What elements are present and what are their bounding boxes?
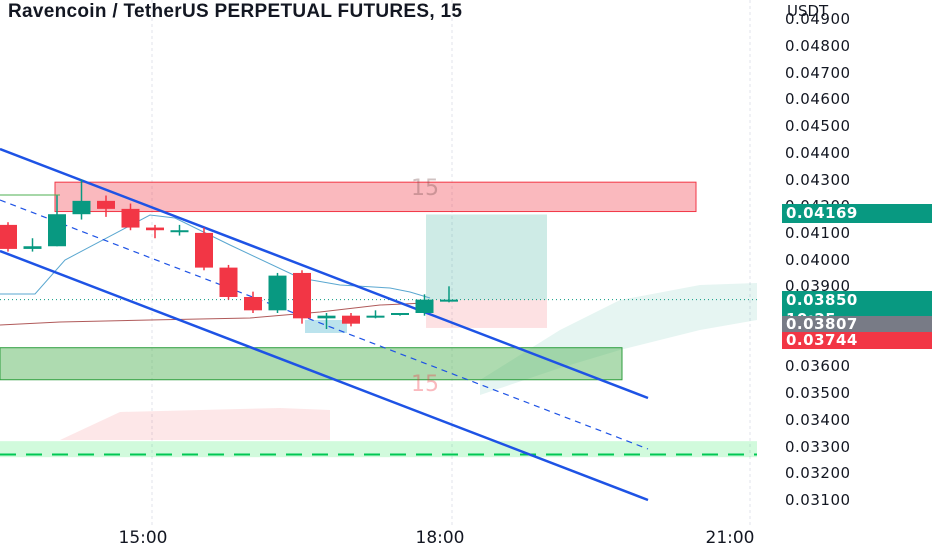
- channel-upper-line: [0, 147, 649, 400]
- price-tick: 0.03200: [785, 464, 851, 483]
- price-unit-label: USDT: [787, 2, 829, 20]
- price-tick: 0.04800: [785, 37, 851, 55]
- lagging-line: [0, 302, 426, 326]
- candle-body: [146, 227, 164, 231]
- candle-body: [391, 313, 409, 315]
- position-stop-area: [426, 299, 547, 328]
- price-tick: 0.03400: [785, 410, 851, 429]
- candle-body: [317, 315, 336, 319]
- demand-zone-label: 15: [411, 372, 439, 397]
- candle-body: [440, 299, 458, 302]
- cloud-bearish: [0, 408, 330, 440]
- price-tick: 0.04600: [785, 90, 851, 109]
- price-tick: 0.04400: [785, 143, 851, 162]
- gray-level-text: 0.03807: [786, 315, 858, 333]
- candle-body: [170, 230, 189, 233]
- candle-body: [415, 299, 434, 313]
- candle-body: [342, 315, 360, 324]
- candle-body: [268, 275, 287, 311]
- price-axis[interactable]: USDT 0.04900 0.04800 0.04700 0.04600 0.04500…: [757, 0, 932, 550]
- support-zone: [0, 441, 757, 458]
- candle-body: [121, 208, 140, 228]
- chart-title: Ravencoin / TetherUS PERPETUAL FUTURES, …: [8, 1, 463, 22]
- red-level-badge: 0.03744: [782, 332, 932, 349]
- red-level-text: 0.03744: [786, 331, 858, 349]
- demand-zone: [0, 347, 623, 381]
- upper-zone-price-badge: 0.04169: [782, 204, 932, 223]
- upper-zone-price-text: 0.04169: [786, 204, 858, 222]
- position-target-area: [426, 214, 547, 300]
- candle-body: [48, 214, 66, 247]
- price-tick: 0.03100: [785, 490, 851, 509]
- candle-body: [72, 200, 91, 215]
- channel-lower-line: [0, 249, 649, 502]
- candle-body: [244, 296, 262, 311]
- price-tick: 0.03500: [785, 384, 851, 403]
- supply-zone-label: 15: [411, 176, 439, 201]
- candle-body: [97, 200, 115, 209]
- candle-body: [0, 224, 17, 249]
- supply-zone: [54, 181, 697, 213]
- price-tick: 0.04500: [785, 117, 851, 136]
- candle-body: [293, 272, 311, 319]
- gray-level-badge: 0.03807: [782, 316, 932, 333]
- price-tick: 0.04300: [785, 170, 851, 189]
- candle-body: [23, 246, 42, 249]
- channel-mid-line: [0, 199, 649, 450]
- last-price-text: 0.03850: [786, 291, 858, 309]
- price-tick: 0.03600: [785, 357, 851, 376]
- time-tick: 21:00: [705, 528, 755, 548]
- time-tick: 15:00: [118, 528, 168, 548]
- price-tick: 0.03300: [785, 437, 851, 456]
- candle-body: [219, 267, 238, 297]
- price-tick: 0.04100: [785, 223, 851, 242]
- candle-body: [366, 315, 385, 318]
- time-tick: 18:00: [415, 528, 465, 548]
- candle-body: [195, 232, 213, 268]
- price-tick: 0.04000: [785, 250, 851, 269]
- price-tick: 0.04700: [785, 63, 851, 82]
- price-tick: 0.04900: [785, 10, 851, 29]
- cloud-bullish: [480, 283, 757, 395]
- price-tick: 0.03900: [785, 277, 851, 296]
